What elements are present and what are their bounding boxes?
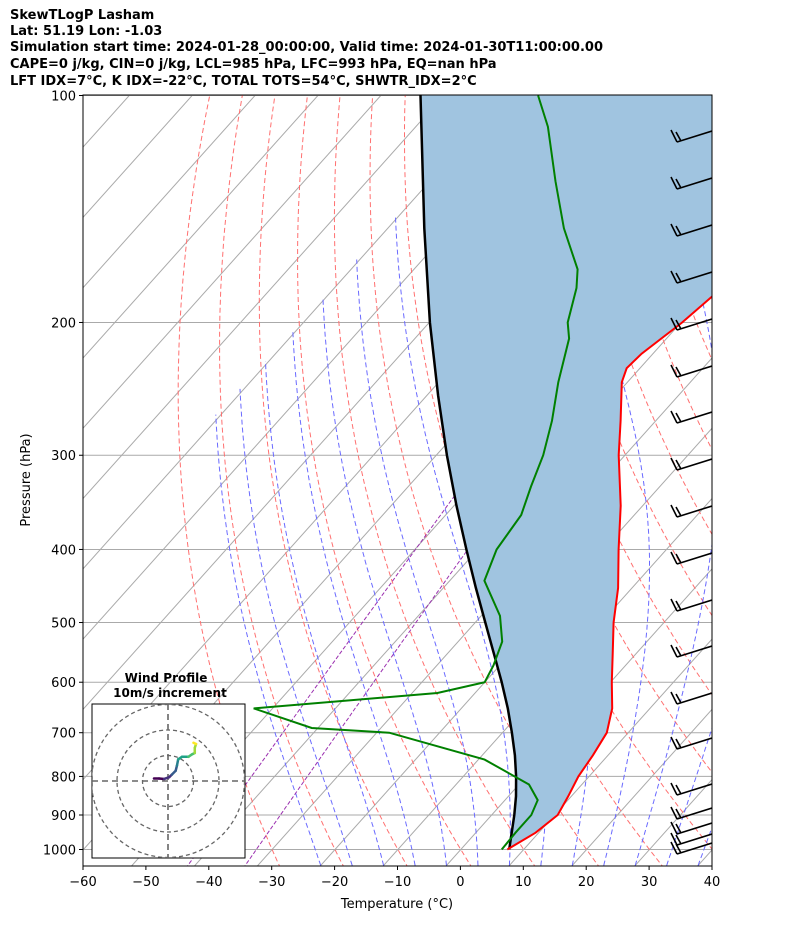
wind-barb: [670, 598, 712, 612]
dry-adiabat-line: [297, 95, 472, 866]
y-tick-label: 300: [51, 449, 76, 464]
x-tick-label: −60: [69, 875, 96, 890]
x-tick-label: −40: [195, 875, 222, 890]
cape-cin-shading: [420, 95, 712, 850]
wind-barb: [670, 551, 712, 565]
chart-title: SkewTLogP Lasham: [10, 8, 155, 23]
wind-barb: [670, 504, 712, 518]
moist-adiabat-line: [292, 330, 416, 866]
dry-adiabat-line: [369, 95, 600, 866]
wind-barb: [670, 223, 712, 237]
y-tick-label: 500: [51, 617, 76, 632]
y-tick-label: 200: [51, 316, 76, 331]
y-tick-label: 700: [51, 727, 76, 742]
isotherm-line: [83, 95, 382, 430]
wind-barb: [670, 841, 712, 855]
temperature-line: [506, 295, 712, 851]
x-tick-label: 0: [456, 875, 464, 890]
wind-barb: [670, 364, 712, 378]
x-tick-label: 10: [515, 875, 532, 890]
parcel-profile-line: [419, 95, 518, 850]
isotherm-line: [758, 79, 794, 869]
mixing-ratio-line: [244, 210, 712, 866]
dry-adiabat-line: [404, 95, 664, 866]
wind-barb: [670, 736, 712, 750]
isotherm-line: [83, 95, 320, 359]
wind-barb: [670, 782, 712, 796]
moist-adiabat-line: [564, 95, 650, 866]
isotherm-line: [83, 95, 445, 500]
wind-barb: [670, 832, 712, 846]
dewpoint-line: [253, 95, 579, 851]
x-tick-label: −10: [384, 875, 411, 890]
dry-adiabat-line: [219, 95, 344, 866]
x-tick-label: 40: [704, 875, 721, 890]
wind-barb: [670, 457, 712, 471]
dry-adiabat-line: [258, 95, 408, 866]
isotherm-line: [319, 427, 712, 866]
wind-barb: [670, 821, 712, 835]
x-tick-label: 30: [641, 875, 658, 890]
dry-adiabat-line: [333, 95, 536, 866]
x-tick-label: −50: [132, 875, 159, 890]
wind-barb: [670, 270, 712, 284]
moist-adiabat-line: [356, 259, 479, 866]
moist-adiabat-line: [322, 296, 447, 866]
isotherm-line: [83, 95, 194, 219]
moist-adiabat-line: [215, 414, 322, 866]
isotherm-line: [83, 95, 257, 289]
wind-barb: [670, 129, 712, 143]
x-tick-label: −20: [321, 875, 348, 890]
isotherm-line: [571, 708, 712, 866]
y-tick-label: 1000: [43, 844, 76, 859]
moist-adiabat-line: [239, 388, 353, 866]
index-values: LFT IDX=7°C, K IDX=-22°C, TOTAL TOTS=54°…: [10, 74, 477, 89]
x-axis-label: Temperature (°C): [340, 897, 453, 912]
dry-adiabat-line: [567, 95, 712, 536]
hodograph-subtitle: 10m/s increment: [113, 686, 227, 700]
simulation-time: Simulation start time: 2024-01-28_00:00:…: [10, 40, 603, 55]
wind-barb: [670, 644, 712, 658]
moist-adiabat-line: [666, 726, 712, 866]
moist-adiabat-line: [634, 95, 712, 866]
dry-adiabat-line: [177, 95, 281, 866]
x-tick-label: 20: [578, 875, 595, 890]
y-tick-label: 100: [51, 90, 76, 105]
y-tick-label: 600: [51, 676, 76, 691]
y-tick-label: 800: [51, 770, 76, 785]
dry-adiabat-line: [759, 79, 794, 869]
y-tick-label: 900: [51, 809, 76, 824]
wind-barb: [670, 410, 712, 424]
dry-adiabat-line: [600, 95, 712, 451]
location-info: Lat: 51.19 Lon: -1.03: [10, 24, 163, 39]
moist-adiabat-line: [265, 360, 385, 866]
wind-barb: [670, 176, 712, 190]
hodograph-inset: Wind Profile 10m/s increment: [91, 671, 246, 859]
stability-params: CAPE=0 j/kg, CIN=0 j/kg, LCL=985 hPa, LF…: [10, 57, 497, 72]
isotherm-line: [382, 497, 712, 866]
dry-adiabat-line: [727, 79, 794, 869]
wind-barb: [670, 317, 712, 331]
isotherm-line: [83, 95, 508, 570]
wind-barb: [670, 691, 712, 705]
x-tick-label: −30: [258, 875, 285, 890]
hodograph-title: Wind Profile: [125, 671, 208, 685]
moist-adiabat-line: [395, 217, 511, 866]
mixing-ratio-line: [186, 145, 712, 866]
y-axis-label: Pressure (hPa): [19, 433, 34, 526]
wind-barb: [670, 806, 712, 820]
isotherm-line: [508, 638, 712, 866]
hodograph-segment: [192, 741, 198, 746]
y-tick-label: 400: [51, 543, 76, 558]
